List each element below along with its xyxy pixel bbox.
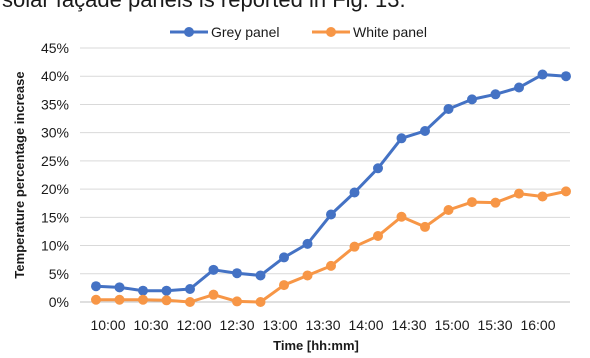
data-point bbox=[208, 264, 219, 275]
legend-swatch-marker bbox=[326, 27, 336, 37]
data-point bbox=[537, 69, 548, 80]
data-point bbox=[561, 71, 571, 82]
y-tick-label: 10% bbox=[41, 238, 69, 254]
y-tick-label: 45% bbox=[41, 40, 69, 56]
data-point bbox=[490, 89, 501, 100]
series-line bbox=[96, 189, 567, 304]
x-tick-label: 14:00 bbox=[348, 317, 383, 333]
data-point bbox=[279, 252, 289, 263]
data-point bbox=[396, 211, 407, 222]
data-point bbox=[302, 270, 313, 281]
y-tick-label: 15% bbox=[41, 209, 69, 225]
x-tick-label: 13:00 bbox=[262, 317, 297, 333]
data-point bbox=[185, 284, 195, 295]
legend-item: Grey panel bbox=[170, 24, 279, 40]
data-point bbox=[326, 260, 336, 271]
x-tick-label: 12:00 bbox=[176, 317, 211, 333]
y-tick-label: 40% bbox=[41, 68, 69, 84]
data-point bbox=[255, 297, 266, 307]
data-point bbox=[232, 268, 242, 279]
data-point bbox=[373, 230, 383, 241]
data-point bbox=[537, 191, 548, 202]
series-group bbox=[91, 69, 571, 307]
y-tick-label: 35% bbox=[41, 96, 69, 112]
y-tick-label: 20% bbox=[41, 181, 69, 197]
x-tick-label: 16:00 bbox=[520, 317, 555, 333]
x-tick-label: 13:30 bbox=[305, 317, 340, 333]
data-point bbox=[208, 289, 219, 300]
data-point bbox=[161, 295, 172, 306]
data-point bbox=[91, 294, 101, 305]
gridlines bbox=[80, 47, 570, 303]
data-point bbox=[114, 294, 125, 305]
legend-label: Grey panel bbox=[211, 24, 279, 40]
data-point bbox=[561, 186, 571, 197]
legend-item: White panel bbox=[312, 24, 427, 40]
data-point bbox=[373, 163, 383, 174]
data-point bbox=[514, 82, 524, 93]
x-tick-label: 15:00 bbox=[434, 317, 469, 333]
data-point bbox=[443, 204, 454, 215]
y-tick-label: 5% bbox=[49, 266, 69, 282]
legend: Grey panel White panel bbox=[170, 24, 427, 40]
data-point bbox=[138, 285, 148, 296]
x-tick-label: 12:30 bbox=[219, 317, 254, 333]
data-point bbox=[396, 133, 407, 144]
y-tick-label: 25% bbox=[41, 153, 69, 169]
series-grey-panel bbox=[91, 69, 571, 296]
data-point bbox=[467, 94, 477, 105]
y-axis-title: Temperature percentage increase bbox=[12, 71, 27, 278]
series-white-panel bbox=[91, 186, 571, 307]
data-point bbox=[467, 197, 477, 208]
legend-label: White panel bbox=[353, 24, 427, 40]
data-point bbox=[279, 280, 289, 291]
data-point bbox=[443, 103, 454, 114]
data-point bbox=[138, 294, 148, 305]
x-tick-label: 14:30 bbox=[391, 317, 426, 333]
x-tick-label: 10:30 bbox=[133, 317, 168, 333]
data-point bbox=[349, 187, 360, 198]
data-point bbox=[91, 281, 101, 292]
data-point bbox=[255, 270, 266, 281]
data-point bbox=[420, 125, 430, 136]
data-point bbox=[349, 241, 360, 252]
data-point bbox=[326, 209, 336, 220]
data-point bbox=[514, 188, 524, 199]
x-axis-title: Time [hh:mm] bbox=[273, 338, 359, 353]
y-axis-ticks: 0% 5% 10% 15% 20% 25% 30% 35% 40% 45% bbox=[41, 40, 69, 310]
x-tick-label: 15:30 bbox=[477, 317, 512, 333]
series-line bbox=[95, 73, 567, 293]
data-point bbox=[302, 238, 313, 249]
data-point bbox=[161, 285, 172, 296]
x-tick-label: 10:00 bbox=[90, 317, 125, 333]
legend-swatch-marker bbox=[184, 27, 194, 37]
x-axis-ticks: 10:00 10:30 12:00 12:30 13:00 13:30 14:00 14:30… bbox=[90, 317, 555, 333]
y-tick-label: 30% bbox=[41, 125, 69, 141]
data-point bbox=[490, 197, 501, 208]
caption-text: solar façade panels is reported in Fig. … bbox=[2, 0, 406, 13]
data-point bbox=[420, 221, 430, 232]
data-point bbox=[114, 282, 125, 293]
data-point bbox=[185, 297, 195, 307]
y-tick-label: 0% bbox=[49, 294, 69, 310]
data-point bbox=[232, 296, 242, 307]
